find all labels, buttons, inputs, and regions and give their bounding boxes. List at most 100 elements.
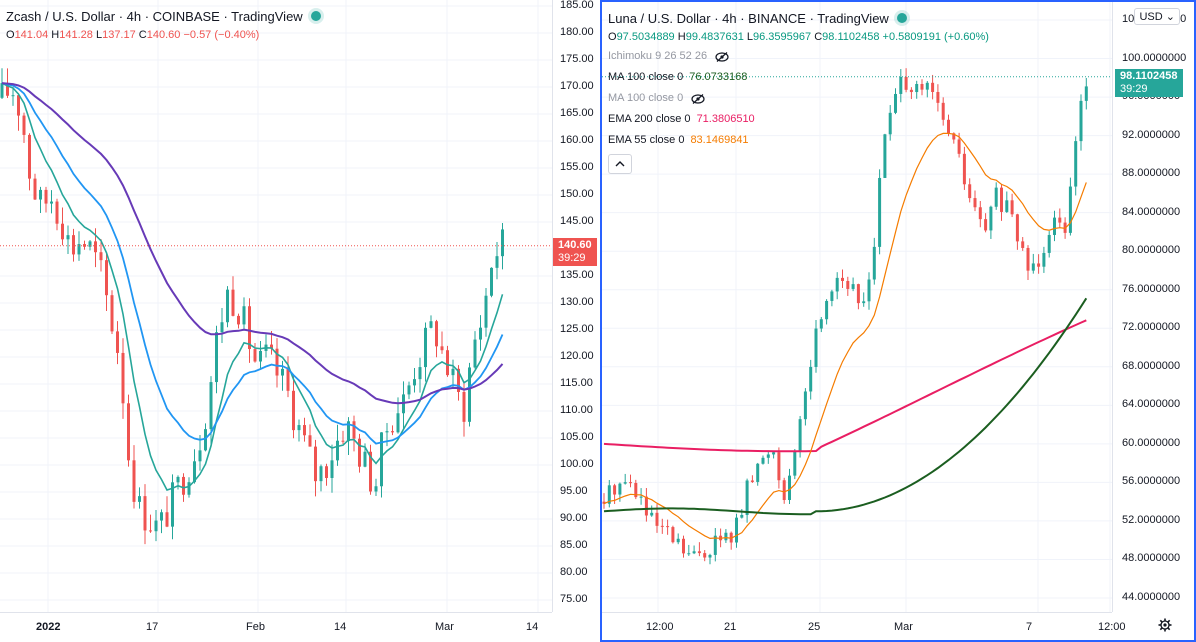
indicator-name: EMA 55 close 0 [608, 134, 685, 146]
candle-body [165, 512, 169, 527]
candle-body [72, 235, 75, 255]
low-value: 137.17 [102, 29, 136, 41]
candle-body [819, 319, 823, 329]
candle-body [198, 450, 202, 462]
candle-body [957, 139, 961, 154]
gear-icon[interactable] [1158, 618, 1172, 632]
candle-body [984, 219, 988, 231]
price-tick-label: 75.00 [560, 593, 588, 605]
price-tick-label: 135.00 [560, 269, 594, 281]
price-tick-label: 100.0000000 [1122, 51, 1187, 64]
price-tick-label: 160.00 [560, 134, 594, 146]
candle-body [994, 187, 998, 207]
candle-body [242, 306, 246, 325]
indicator-ema200[interactable]: EMA 200 close 0 71.3806510 [608, 109, 989, 130]
eye-hidden-icon[interactable] [691, 93, 705, 104]
candle-body [396, 413, 400, 433]
candle-body [319, 466, 323, 482]
candle-body [1000, 187, 1003, 212]
indicator-ichimoku[interactable]: Ichimoku 9 26 52 26 [608, 46, 989, 67]
candle-body [231, 289, 235, 316]
time-tick-label: 14 [526, 621, 539, 633]
candle-body [618, 483, 622, 495]
time-axis[interactable]: 2022 17 Feb 14 Mar 14 [0, 612, 552, 642]
time-tick-label: 14 [334, 621, 347, 633]
chart-pane-zcash[interactable]: Zcash / U.S. Dollar · 4h · COINBASE · Tr… [0, 0, 599, 642]
open-value: 97.5034889 [616, 31, 675, 43]
candle-body [772, 452, 776, 455]
price-axis[interactable]: 185.00 180.00 175.00 170.00 165.00 160.00 155.… [552, 0, 599, 642]
candle-body [490, 267, 493, 296]
indicator-ma100-hidden[interactable]: MA 100 close 0 [608, 88, 989, 109]
indicator-ma100[interactable]: MA 100 close 0 76.0733168 [608, 67, 989, 88]
price-tick-label: 95.00 [560, 485, 588, 497]
candle-body [1037, 263, 1041, 267]
bar-countdown: 39:29 [558, 251, 586, 264]
time-tick-label: 12:00 [1098, 621, 1126, 633]
candle-body [369, 451, 372, 492]
candle-body [132, 460, 136, 502]
luna-price-chart[interactable] [602, 2, 1194, 640]
candle-body [846, 280, 850, 289]
candle-body [457, 368, 460, 392]
price-tick-label: 130.00 [560, 296, 594, 308]
candle-body [602, 501, 606, 504]
bar-countdown: 39:29 [1120, 82, 1148, 95]
eye-hidden-icon[interactable] [715, 51, 729, 62]
price-tick-label: 92.0000000 [1122, 128, 1181, 141]
candle-body [745, 480, 749, 515]
indicator-name: MA 100 close 0 [608, 71, 684, 83]
zcash-price-chart[interactable] [0, 0, 599, 642]
candle-body [182, 476, 185, 495]
candle-body [1068, 186, 1072, 233]
indicator-ema55[interactable]: EMA 55 close 0 83.1469841 [608, 130, 989, 151]
candle-body [644, 496, 648, 516]
chevron-down-icon: ⌄ [1165, 11, 1175, 23]
candle-body [451, 368, 455, 376]
time-axis[interactable]: 12:00 21 25 Mar 7 12:00 [602, 612, 1126, 640]
candle-body [766, 454, 770, 458]
low-value: 96.3595967 [753, 31, 812, 43]
candle-body [782, 480, 786, 501]
price-tick-label: 110.00 [560, 404, 593, 416]
candle-body [33, 178, 37, 200]
price-tick-label: 120.00 [560, 350, 594, 362]
candle-body [761, 457, 765, 464]
candle-body [936, 91, 940, 103]
time-tick-label: 25 [808, 621, 821, 633]
price-tick-label: 105.00 [560, 431, 594, 443]
price-tick-label: 185.00 [560, 0, 594, 11]
candle-body [39, 189, 42, 200]
candle-body [1084, 86, 1088, 101]
indicator-name: Ichimoku 9 26 52 26 [608, 50, 708, 62]
candle-body [374, 486, 378, 492]
price-axis[interactable]: 104.0000000100.000000096.000000092.00000… [1112, 2, 1194, 640]
last-price-value: 140.60 [558, 238, 592, 251]
candle-body [1015, 214, 1019, 242]
high-value: 141.28 [59, 29, 93, 41]
price-tick-label: 90.00 [560, 512, 588, 524]
candle-body [713, 535, 717, 555]
candle-body [237, 315, 240, 325]
symbol-title[interactable]: Zcash / U.S. Dollar · 4h · COINBASE · Tr… [6, 6, 321, 26]
candle-body [1058, 217, 1062, 223]
candle-body [814, 328, 818, 367]
ma100-line [603, 297, 1088, 516]
symbol-title-text: Luna / U.S. Dollar · 4h · BINANCE · Trad… [608, 10, 889, 26]
price-tick-label: 165.00 [560, 107, 594, 119]
collapse-legend-button[interactable] [608, 154, 632, 174]
candle-body [55, 201, 59, 224]
time-tick-label: 17 [146, 621, 159, 633]
candle-body [708, 554, 712, 558]
candle-body [149, 530, 152, 532]
symbol-title[interactable]: Luna / U.S. Dollar · 4h · BINANCE · Trad… [608, 8, 989, 28]
chart-pane-luna[interactable]: Luna / U.S. Dollar · 4h · BINANCE · Trad… [600, 0, 1196, 642]
candle-body [899, 76, 903, 94]
indicator-name: MA 100 close 0 [608, 92, 684, 104]
currency-button[interactable]: USD ⌄ [1134, 8, 1180, 25]
indicator-value: 71.3806510 [696, 113, 755, 125]
candle-body [671, 527, 675, 543]
price-tick-label: 100.00 [560, 458, 594, 470]
price-tick-label: 155.00 [560, 161, 594, 173]
ohlc-readout: O141.04 H141.28 L137.17 C140.60 −0.57 (−… [6, 26, 321, 44]
